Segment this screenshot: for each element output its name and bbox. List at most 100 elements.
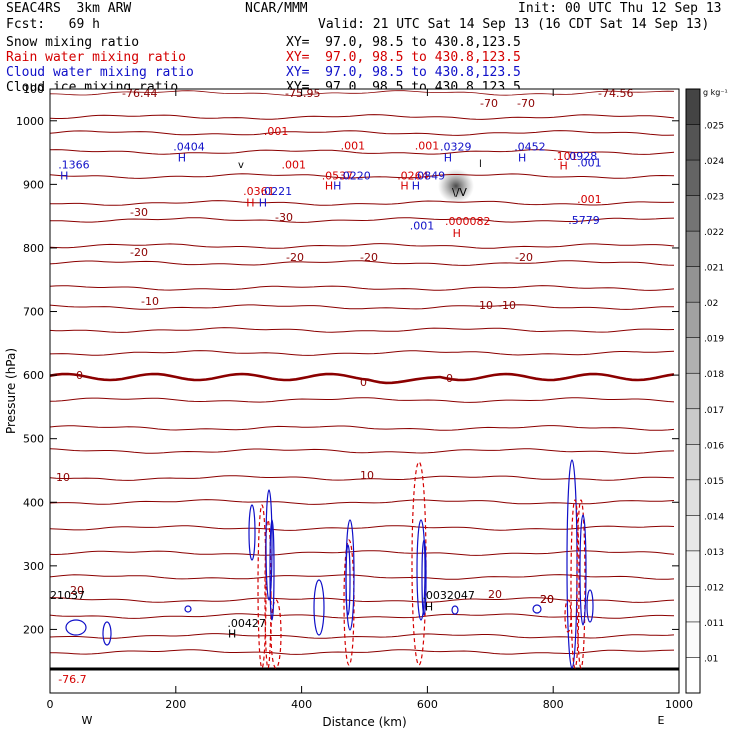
temperature-label: -70	[480, 97, 498, 110]
field-annotation: .0928	[566, 150, 598, 163]
field-annotation: H	[453, 227, 461, 240]
field-name-rain: Rain water mixing ratio	[6, 50, 187, 65]
field-annotation: .0264	[397, 169, 429, 182]
field-annotation: .0361	[243, 185, 275, 198]
colorbar-label: .015	[704, 477, 724, 487]
field-annotation: H	[246, 197, 254, 210]
colorbar-swatch	[686, 621, 700, 658]
colorbar-frame	[685, 88, 701, 694]
temperature-contour	[49, 149, 675, 155]
cloud-water-contour	[532, 604, 542, 614]
field-annotation: .0221	[261, 185, 293, 198]
rain-contour	[570, 499, 580, 669]
temperature-label: -20	[130, 246, 148, 259]
y-tick-label: 200	[23, 623, 44, 636]
cloud-water-contour	[184, 605, 192, 613]
forecast-hour: Fcst: 69 h	[6, 17, 100, 32]
temperature-contour	[49, 114, 675, 120]
colorbar-label: .022	[704, 228, 724, 238]
field-xy-rain: XY= 97.0, 98.5 to 430.8,123.5	[286, 50, 521, 65]
temperature-label: 10	[56, 471, 70, 484]
field-annotation: H	[228, 628, 236, 641]
colorbar-swatch	[686, 266, 700, 303]
cloud-water-contour	[313, 579, 325, 636]
temperature-contour	[49, 372, 675, 385]
temperature-label: -30	[130, 206, 148, 219]
temperature-contour	[49, 397, 675, 403]
field-annotation: H	[60, 169, 68, 182]
cloud-water-contour	[65, 619, 87, 636]
cloud-ice-shading	[438, 169, 474, 203]
field-annotation: H	[325, 180, 333, 193]
temperature-contour	[49, 90, 675, 96]
colorbar-label: .013	[704, 548, 724, 558]
y-tick-label: 800	[23, 242, 44, 255]
colorbar-swatch	[686, 124, 700, 161]
y-tick-label: 1000	[16, 115, 44, 128]
x-axis-east-label: E	[658, 714, 665, 727]
cloud-water-contour	[102, 621, 112, 646]
field-annotation: .0032047	[422, 589, 475, 602]
rain-contour	[257, 504, 267, 669]
rain-contour	[564, 599, 572, 633]
colorbar-swatch	[686, 337, 700, 374]
field-annotation: .1366	[58, 159, 89, 172]
plot-area	[50, 89, 679, 693]
colorbar-swatch	[686, 657, 700, 694]
cloud-water-contour	[248, 504, 256, 561]
init-time: Init: 00 UTC Thu 12 Sep 13	[518, 1, 722, 16]
field-annotation: .0329	[440, 141, 472, 154]
valid-time: Valid: 21 UTC Sat 14 Sep 13 (16 CDT Sat …	[318, 17, 710, 32]
temperature-label: -20	[286, 251, 304, 264]
temperature-label: -10	[141, 295, 159, 308]
rain-contour	[576, 499, 586, 669]
x-tick-label: 1000	[665, 698, 693, 711]
y-tick-label: 300	[23, 560, 44, 573]
temperature-label: -10	[498, 299, 516, 312]
colorbar-unit: g kg⁻¹	[703, 88, 728, 97]
temperature-label: 20	[70, 584, 84, 597]
temperature-label: -75.95	[285, 87, 320, 100]
model-name: SEAC4RS 3km ARW	[6, 1, 132, 16]
temperature-label: 20	[488, 588, 502, 601]
colorbar-swatch	[686, 195, 700, 232]
cloud-water-contour	[566, 459, 578, 669]
colorbar-swatch	[686, 586, 700, 623]
temperature-label: 20	[540, 593, 554, 606]
field-annotation: .000082	[445, 215, 491, 228]
field-name-snow: Snow mixing ratio	[6, 35, 140, 50]
colorbar-label: .019	[704, 335, 724, 345]
temperature-label: -30	[275, 211, 293, 224]
field-name-cloud-water: Cloud water mixing ratio	[6, 65, 194, 80]
field-annotation: H	[259, 197, 267, 210]
y-axis-title: Pressure (hPa)	[4, 348, 18, 434]
temperature-contour	[49, 425, 675, 431]
cloud-ice-contour: v	[238, 160, 244, 171]
x-tick-label: 200	[165, 698, 186, 711]
field-annotation: .001	[264, 125, 289, 138]
temperature-label: -20	[515, 251, 533, 264]
plot-frame	[49, 88, 680, 694]
cloud-ice-contour: \/V	[452, 186, 467, 199]
cloud-ice-contour: l	[479, 159, 482, 170]
colorbar-label: .018	[704, 370, 724, 380]
temperature-contour	[50, 649, 675, 655]
temperature-contour	[49, 597, 675, 603]
cloud-water-contour	[451, 605, 459, 615]
x-tick-label: 400	[291, 698, 312, 711]
colorbar-label: .025	[704, 122, 724, 132]
field-annotation: .001	[282, 159, 307, 172]
cloud-water-contour	[416, 519, 426, 621]
y-tick-label: 900	[23, 178, 44, 191]
colorbar-label: .023	[704, 193, 724, 203]
field-xy-cloud-water: XY= 97.0, 98.5 to 430.8,123.5	[286, 65, 521, 80]
temperature-contour	[49, 574, 675, 580]
colorbar-swatch	[686, 302, 700, 339]
colorbar-swatch	[686, 408, 700, 445]
field-annotation: H	[412, 180, 420, 193]
field-annotation: .001	[410, 220, 435, 233]
x-axis-west-label: W	[82, 714, 93, 727]
x-axis-title: Distance (km)	[322, 715, 406, 729]
colorbar-label: .014	[704, 512, 724, 522]
field-annotation: .0537	[322, 169, 354, 182]
